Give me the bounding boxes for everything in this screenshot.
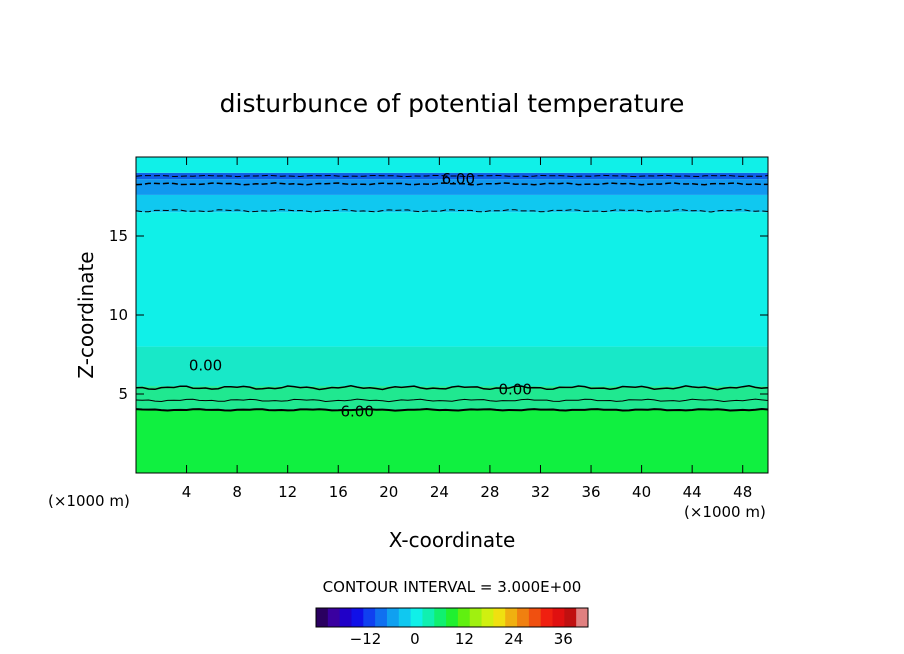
colorbar-tick-label: 0 [410, 630, 420, 648]
x-tick-label: 44 [683, 483, 702, 501]
x-tick-label: 28 [480, 483, 499, 501]
colorbar-cell [316, 608, 329, 627]
x-axis-label: X-coordinate [389, 528, 516, 552]
colorbar-cell [363, 608, 376, 627]
colorbar-cell [351, 608, 364, 627]
x-unit-right: (×1000 m) [684, 503, 766, 521]
x-tick-label: 32 [531, 483, 550, 501]
x-tick-label: 24 [430, 483, 449, 501]
colorbar-tick-label: 12 [455, 630, 474, 648]
y-tick-label: 15 [109, 227, 128, 245]
x-tick-label: 4 [182, 483, 192, 501]
contour-line [136, 407, 768, 412]
y-axis-ticks: 5 10 15 [109, 227, 768, 403]
y-axis-label: Z-coordinate [74, 251, 98, 378]
field-layers [136, 157, 768, 473]
colorbar-tick-label: −12 [350, 630, 382, 648]
x-tick-label: 20 [379, 483, 398, 501]
contour-labels: 6.00 0.00 0.00 6.00 [189, 170, 532, 420]
field-layer-3 [136, 212, 768, 347]
colorbar-cell [505, 608, 518, 627]
chart-title: disturbunce of potential temperature [220, 89, 685, 118]
colorbar-tick-label: 36 [554, 630, 573, 648]
colorbar-cell [398, 608, 412, 627]
x-tick-label: 40 [632, 483, 651, 501]
colorbar-cell [410, 608, 423, 627]
colorbar-cell [552, 608, 565, 627]
colorbar-cell [339, 608, 352, 627]
x-tick-label: 8 [232, 483, 242, 501]
colorbar-cell [576, 608, 589, 627]
colorbar-cell [469, 608, 483, 627]
colorbar-cell [564, 608, 577, 627]
colorbar-cell [434, 608, 447, 627]
contour-label: 0.00 [189, 357, 222, 375]
x-tick-label: 36 [581, 483, 600, 501]
colorbar-cell [375, 608, 388, 627]
contour-line [136, 208, 768, 213]
colorbar-cell [493, 608, 506, 627]
colorbar-cell [481, 608, 494, 627]
y-tick-label: 10 [109, 306, 128, 324]
x-tick-label: 12 [278, 483, 297, 501]
field-layer-1 [136, 386, 768, 410]
colorbar-cell [386, 608, 400, 627]
contour-label: 6.00 [340, 402, 373, 420]
contour-lines [136, 174, 768, 412]
contour-line [136, 398, 768, 403]
field-layer-0 [136, 409, 768, 473]
colorbar-frame [315, 607, 589, 628]
contour-line [136, 385, 768, 391]
contour-interval-text: CONTOUR INTERVAL = 3.000E+00 [323, 578, 582, 596]
colorbar-cell [446, 608, 459, 627]
colorbar-cell [540, 608, 554, 627]
colorbar-cell [457, 608, 471, 627]
x-unit-left: (×1000 m) [48, 492, 130, 510]
field-layer-2 [136, 346, 768, 387]
colorbar-cell [517, 608, 530, 627]
colorbar [315, 607, 589, 628]
plot-area: 6.00 0.00 0.00 6.00 [135, 156, 769, 474]
x-tick-label: 48 [733, 483, 752, 501]
colorbar-tick-label: 24 [504, 630, 523, 648]
contour-line [136, 182, 768, 186]
colorbar-cell [528, 608, 542, 627]
x-tick-label: 16 [329, 483, 348, 501]
y-tick-label: 5 [118, 385, 128, 403]
colorbar-cell [422, 608, 435, 627]
colorbar-ticks: −12 0 12 24 36 [350, 630, 573, 648]
contour-label: 0.00 [498, 380, 531, 398]
x-axis-ticks: 4 8 12 16 20 24 28 32 36 40 44 48 [182, 157, 752, 501]
field-layer-4 [136, 194, 768, 213]
field-layer-7 [136, 157, 768, 173]
contour-line [136, 174, 768, 178]
colorbar-cell [327, 608, 341, 627]
contour-label: 6.00 [442, 170, 475, 188]
